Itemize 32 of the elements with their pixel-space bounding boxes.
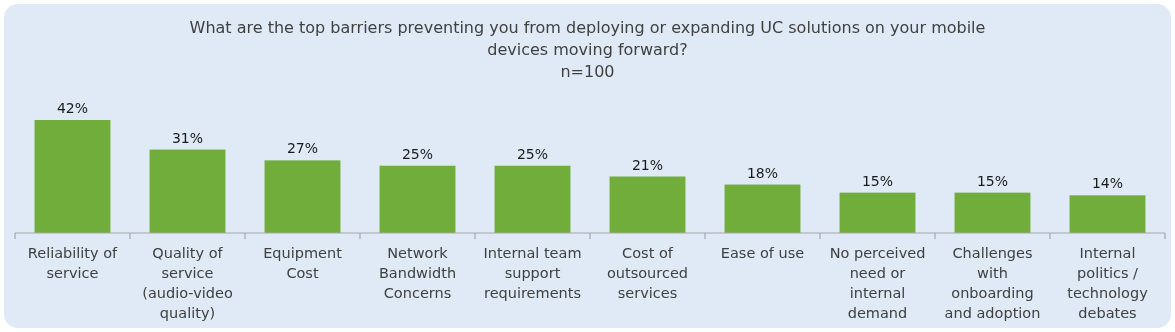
x-tick-label: Equipment Cost xyxy=(263,245,343,281)
x-tick-label: Cost of outsourced services xyxy=(606,245,689,301)
data-label: 31% xyxy=(171,129,204,146)
bar xyxy=(264,160,341,233)
data-label: 15% xyxy=(861,172,894,189)
data-label: 21% xyxy=(631,156,664,173)
data-label: 14% xyxy=(1091,175,1124,192)
bar xyxy=(609,176,686,233)
data-label: 27% xyxy=(286,140,319,157)
data-label: 15% xyxy=(976,172,1009,189)
x-tick-label: Quality of service (audio-video quality) xyxy=(142,245,233,321)
bar xyxy=(839,192,916,233)
x-tick-label: Internal team support requirements xyxy=(483,245,582,301)
x-tick-label: Reliability of service xyxy=(27,245,119,281)
bar xyxy=(379,165,456,233)
bar xyxy=(724,184,801,233)
x-tick-label: Network Bandwidth Concerns xyxy=(378,245,457,301)
chart-title: What are the top barriers preventing you from deploying or expanding UC solutions on your mobile devices moving forward? xyxy=(189,18,986,59)
x-tick-label: Internal politics / technology debates xyxy=(1067,245,1149,321)
bar xyxy=(1069,195,1146,233)
bar xyxy=(34,120,111,233)
data-label: 18% xyxy=(746,164,779,181)
bar xyxy=(149,149,226,233)
bar xyxy=(494,165,571,233)
chart-subtitle: n=100 xyxy=(560,62,615,81)
bar xyxy=(954,192,1031,233)
data-label: 25% xyxy=(401,145,434,162)
x-tick-label: Challenges with onboarding and adoption xyxy=(944,245,1041,321)
x-tick-label: No perceived need or internal demand xyxy=(829,245,926,321)
data-label: 25% xyxy=(516,145,549,162)
x-tick-label: Ease of use xyxy=(720,245,805,261)
data-label: 42% xyxy=(56,100,89,116)
